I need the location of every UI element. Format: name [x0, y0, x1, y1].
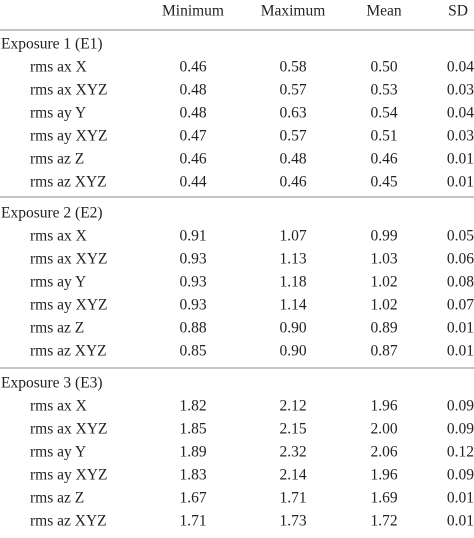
- cell-value: 0.04: [447, 105, 474, 122]
- cell-value: 0.46: [179, 59, 206, 76]
- cell-value: 1.07: [279, 228, 306, 245]
- cell-value: 0.48: [279, 151, 306, 168]
- cell-value: 0.44: [179, 174, 206, 191]
- cell-value: 1.02: [370, 274, 397, 291]
- cell-value: 2.14: [279, 467, 306, 484]
- cell-value: 1.96: [370, 398, 397, 415]
- cell-value: 1.71: [179, 513, 206, 530]
- cell-value: 1.18: [279, 274, 306, 291]
- cell-value: 1.89: [179, 444, 206, 461]
- cell-value: 2.06: [370, 444, 397, 461]
- row-label: rms ay Y: [30, 274, 86, 291]
- cell-value: 1.14: [279, 297, 306, 314]
- row-label: rms ax XYZ: [30, 82, 108, 99]
- cell-value: 0.90: [279, 320, 306, 337]
- group-title: Exposure 1 (E1): [1, 36, 103, 53]
- cell-value: 1.96: [370, 467, 397, 484]
- cell-value: 0.99: [370, 228, 397, 245]
- cell-value: 0.45: [370, 174, 397, 191]
- cell-value: 0.46: [179, 151, 206, 168]
- cell-value: 1.72: [370, 513, 397, 530]
- row-label: rms ax X: [30, 59, 87, 76]
- row-label: rms ay XYZ: [30, 128, 108, 145]
- cell-value: 2.15: [279, 421, 306, 438]
- cell-value: 0.01: [447, 343, 474, 360]
- cell-value: 0.03: [447, 128, 474, 145]
- cell-value: 0.63: [279, 105, 306, 122]
- cell-value: 0.01: [447, 320, 474, 337]
- row-label: rms ay Y: [30, 444, 86, 461]
- cell-value: 1.02: [370, 297, 397, 314]
- cell-value: 0.58: [279, 59, 306, 76]
- cell-value: 0.01: [447, 174, 474, 191]
- cell-value: 0.46: [279, 174, 306, 191]
- cell-value: 0.89: [370, 320, 397, 337]
- cell-value: 0.91: [179, 228, 206, 245]
- row-label: rms az Z: [30, 320, 84, 337]
- cell-value: 0.04: [447, 59, 474, 76]
- cell-value: 0.07: [447, 297, 474, 314]
- cell-value: 0.90: [279, 343, 306, 360]
- cell-value: 1.13: [279, 251, 306, 268]
- row-label: rms az Z: [30, 490, 84, 507]
- cell-value: 0.01: [447, 490, 474, 507]
- cell-value: 0.93: [179, 251, 206, 268]
- cell-value: 1.73: [279, 513, 306, 530]
- cell-value: 0.48: [179, 105, 206, 122]
- cell-value: 1.85: [179, 421, 206, 438]
- group-title: Exposure 3 (E3): [1, 375, 103, 392]
- cell-value: 2.00: [370, 421, 397, 438]
- row-label: rms ax XYZ: [30, 251, 108, 268]
- column-header: Maximum: [261, 3, 326, 20]
- cell-value: 1.67: [179, 490, 206, 507]
- cell-value: 1.69: [370, 490, 397, 507]
- row-label: rms az XYZ: [30, 343, 107, 360]
- cell-value: 0.05: [447, 228, 474, 245]
- column-header: SD: [448, 3, 468, 20]
- row-label: rms ay XYZ: [30, 297, 108, 314]
- cell-value: 1.83: [179, 467, 206, 484]
- cell-value: 1.03: [370, 251, 397, 268]
- row-label: rms ay XYZ: [30, 467, 108, 484]
- cell-value: 0.93: [179, 297, 206, 314]
- cell-value: 0.57: [279, 82, 306, 99]
- cell-value: 2.12: [279, 398, 306, 415]
- cell-value: 1.82: [179, 398, 206, 415]
- cell-value: 0.50: [370, 59, 397, 76]
- cell-value: 0.03: [447, 82, 474, 99]
- cell-value: 0.48: [179, 82, 206, 99]
- column-header: Minimum: [162, 3, 224, 20]
- row-label: rms az XYZ: [30, 513, 107, 530]
- cell-value: 0.54: [370, 105, 397, 122]
- cell-value: 0.85: [179, 343, 206, 360]
- row-label: rms ax XYZ: [30, 421, 108, 438]
- cell-value: 0.12: [447, 444, 474, 461]
- cell-value: 0.09: [447, 421, 474, 438]
- cell-value: 0.53: [370, 82, 397, 99]
- cell-value: 2.32: [279, 444, 306, 461]
- row-label: rms ax X: [30, 398, 87, 415]
- cell-value: 0.87: [370, 343, 397, 360]
- cell-value: 0.46: [370, 151, 397, 168]
- cell-value: 0.93: [179, 274, 206, 291]
- cell-value: 0.01: [447, 513, 474, 530]
- cell-value: 0.88: [179, 320, 206, 337]
- cell-value: 0.09: [447, 398, 474, 415]
- cell-value: 0.01: [447, 151, 474, 168]
- row-label: rms ay Y: [30, 105, 86, 122]
- cell-value: 1.71: [279, 490, 306, 507]
- cell-value: 0.51: [370, 128, 397, 145]
- cell-value: 0.47: [179, 128, 206, 145]
- column-header: Mean: [366, 3, 402, 20]
- cell-value: 0.08: [447, 274, 474, 291]
- cell-value: 0.09: [447, 467, 474, 484]
- row-label: rms az XYZ: [30, 174, 107, 191]
- cell-value: 0.57: [279, 128, 306, 145]
- row-label: rms ax X: [30, 228, 87, 245]
- cell-value: 0.06: [447, 251, 474, 268]
- row-label: rms az Z: [30, 151, 84, 168]
- group-title: Exposure 2 (E2): [1, 205, 103, 222]
